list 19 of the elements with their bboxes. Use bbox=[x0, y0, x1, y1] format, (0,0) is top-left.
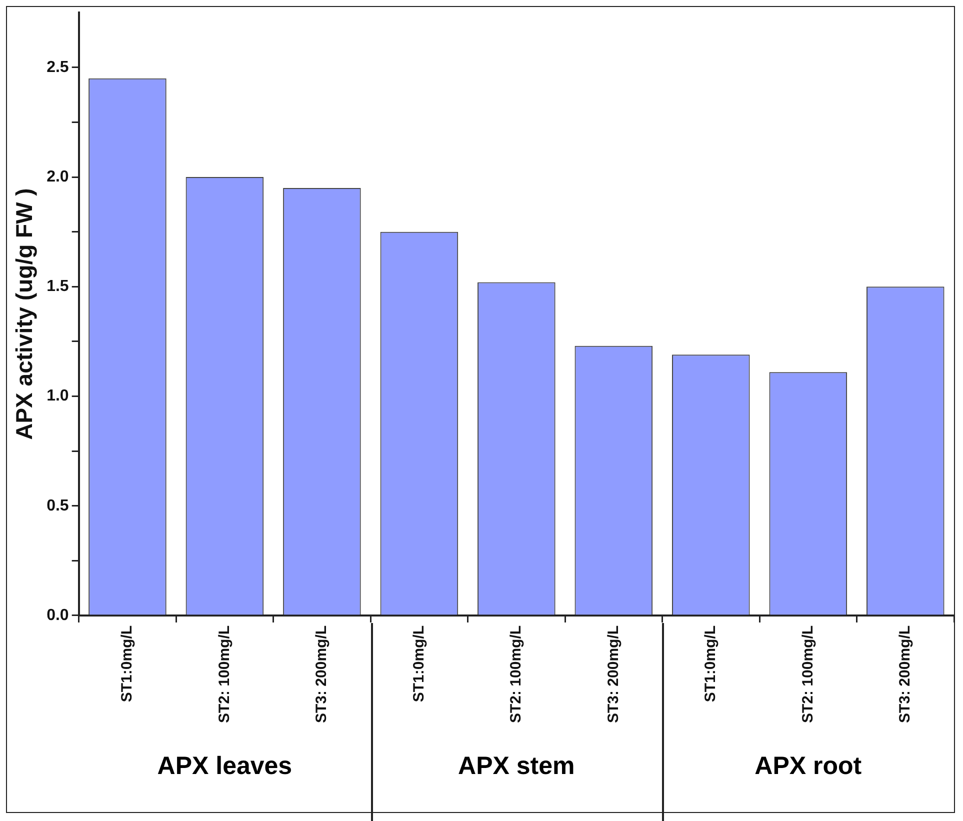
y-tick-label: 1.0 bbox=[46, 388, 69, 405]
x-tick-label: ST1:0mg/L bbox=[702, 625, 720, 702]
y-tick-label: 0.0 bbox=[46, 606, 69, 624]
y-tick-label: 0.5 bbox=[46, 497, 69, 514]
text: APX leaves bbox=[157, 752, 292, 781]
y-tick-label: 2.5 bbox=[46, 58, 69, 76]
y-axis-title: APX activity (ug/g FW ) bbox=[11, 188, 38, 440]
text: APX root bbox=[754, 752, 862, 781]
x-tick-label: ST1:0mg/L bbox=[410, 625, 428, 702]
x-tick-label: ST3: 200mg/L bbox=[604, 625, 622, 723]
x-tick-label: ST3: 200mg/L bbox=[313, 625, 330, 723]
x-tick-label: ST3: 200mg/L bbox=[896, 625, 914, 723]
text: APX stem bbox=[458, 752, 575, 781]
x-tick-label: ST1:0mg/L bbox=[118, 625, 136, 702]
y-tick-label: 2.0 bbox=[46, 168, 69, 186]
x-tick-label: ST2: 100mg/L bbox=[216, 625, 233, 723]
x-tick-label: ST2: 100mg/L bbox=[799, 625, 816, 723]
x-tick-label: ST2: 100mg/L bbox=[508, 625, 525, 723]
y-tick-label: 1.5 bbox=[46, 278, 69, 296]
